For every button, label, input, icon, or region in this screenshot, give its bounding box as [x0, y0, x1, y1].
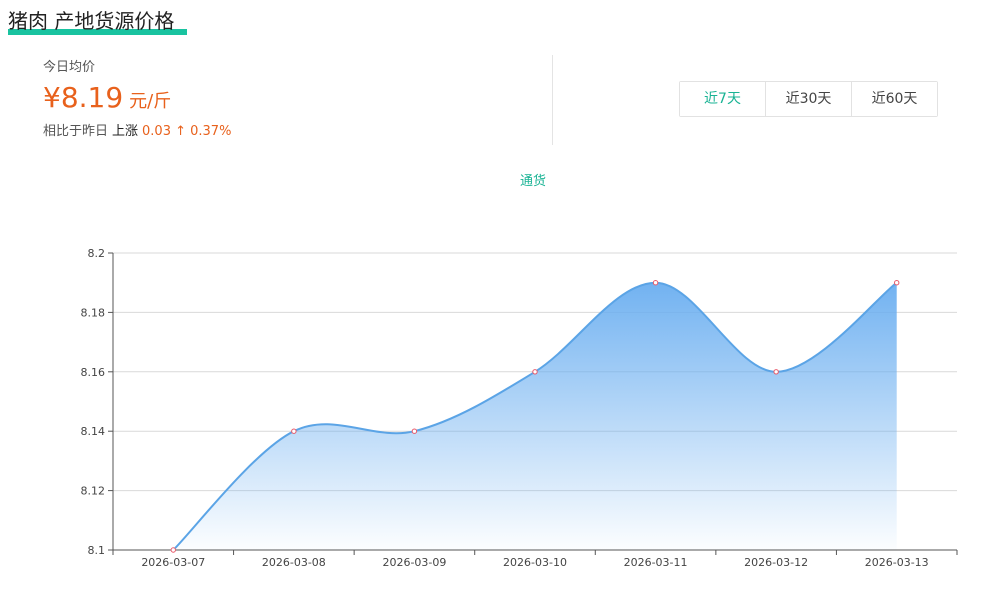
x-tick-label: 2026-03-13: [865, 556, 929, 569]
x-tick-label: 2026-03-10: [503, 556, 567, 569]
data-point[interactable]: [411, 428, 418, 434]
y-tick-label: 8.2: [88, 247, 106, 260]
series-legend[interactable]: 通货: [520, 174, 547, 189]
compare-row: 相比于昨日 上涨 0.03 ↑ 0.37%: [43, 120, 231, 139]
x-tick-label: 2026-03-08: [262, 556, 326, 569]
data-point[interactable]: [894, 280, 900, 286]
x-tick-label: 2026-03-07: [141, 556, 205, 569]
data-point[interactable]: [532, 369, 538, 375]
today-price: ¥8.19: [43, 81, 124, 114]
axes: [108, 252, 958, 555]
area-layer: [172, 281, 898, 551]
y-tick-label: 8.18: [81, 306, 106, 319]
trend-label: 上涨: [112, 124, 139, 139]
price-unit: 元/斤: [129, 91, 172, 112]
x-tick-labels: 2026-03-07 2026-03-08 2026-03-09 2026-03-10…: [141, 556, 928, 569]
data-point[interactable]: [652, 280, 659, 286]
price-summary: 今日均价 ¥8.19 元/斤 相比于昨日 上涨 0.03 ↑ 0.37%: [43, 56, 231, 139]
tab-7-days[interactable]: 近7天: [680, 82, 765, 116]
summary-divider: [552, 55, 553, 145]
page-title: 猪肉 产地货源价格: [8, 9, 175, 33]
today-label: 今日均价: [43, 60, 96, 75]
data-point[interactable]: [170, 547, 176, 553]
series-area: [173, 282, 897, 550]
price-row: ¥8.19 元/斤: [43, 81, 231, 114]
data-point[interactable]: [291, 428, 297, 434]
x-tick-label: 2026-03-09: [382, 556, 446, 569]
x-tick-label: 2026-03-12: [744, 556, 808, 569]
y-tick-labels: 8.1 8.12 8.14 8.16 8.18 8.2: [81, 247, 106, 557]
compare-label: 相比于昨日: [43, 124, 109, 139]
price-change: 0.03 ↑ 0.37%: [142, 124, 232, 139]
y-tick-label: 8.12: [81, 485, 106, 498]
y-tick-label: 8.1: [88, 544, 106, 557]
title-underline: [8, 29, 187, 35]
data-point[interactable]: [773, 369, 779, 375]
y-tick-label: 8.16: [81, 366, 106, 379]
tab-30-days[interactable]: 近30天: [765, 82, 851, 116]
data-points: [170, 280, 900, 553]
y-tick-label: 8.14: [81, 425, 106, 438]
x-tick-label: 2026-03-11: [624, 556, 688, 569]
tab-60-days[interactable]: 近60天: [851, 82, 937, 116]
range-tabs: 近7天 近30天 近60天: [679, 81, 938, 117]
